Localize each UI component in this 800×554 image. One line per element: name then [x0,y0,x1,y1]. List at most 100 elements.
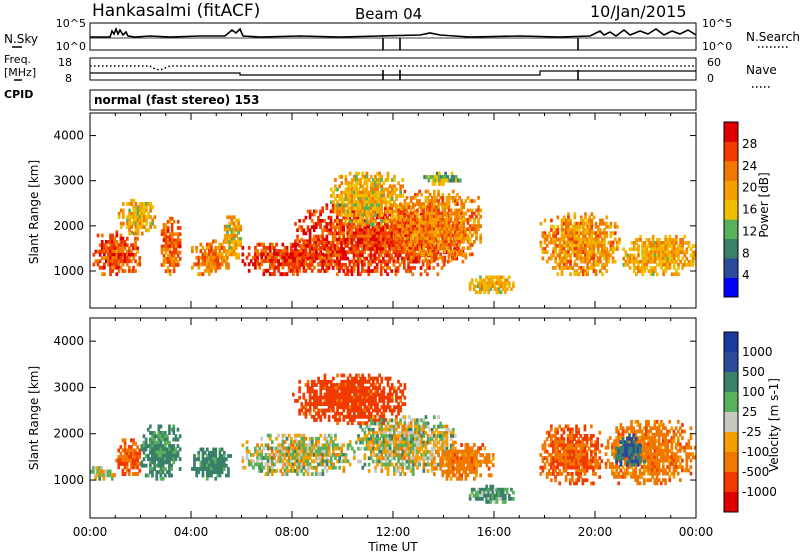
echo-cell [386,174,390,179]
echo-cell [340,200,344,205]
colorbar-frame [723,121,739,298]
echo-cell [132,246,135,251]
echo-cell [178,241,182,246]
echo-cell [388,225,391,229]
echo-cell [449,252,453,257]
echo-cell [390,209,394,214]
echo-cell [365,174,369,179]
echo-cell [111,265,114,270]
echo-cell [218,242,222,247]
echo-cell [435,178,439,183]
echo-cell [132,458,135,463]
echo-cell [668,253,672,258]
echo-cell [336,389,339,394]
echo-cell [142,440,146,445]
echo-cell [405,218,409,222]
echo-cell [378,383,381,387]
echo-cell [444,178,447,183]
echo-cell [449,230,453,235]
echo-cell [162,244,166,249]
echo-cell [569,237,572,242]
echo-cell [176,450,180,455]
echo-cell [668,263,672,267]
echo-cell [327,399,331,403]
echo-cell [424,240,428,244]
echo-cell [350,209,354,214]
echo-cell [130,225,134,229]
echo-cell [172,453,176,458]
echo-cell [436,256,440,261]
echo-cell [344,262,347,267]
echo-cell [378,200,381,205]
echo-cell [664,238,668,242]
echo-region [92,230,142,277]
echo-cell [375,237,379,242]
echo-cell [365,386,369,391]
echo-cell [428,246,432,250]
echo-cell [218,454,222,458]
echo-cell [367,234,371,239]
echo-cell [447,252,451,257]
echo-cell [142,434,146,439]
echo-cell [323,392,327,397]
echo-cell [336,215,339,220]
echo-cell [100,246,104,251]
echo-cell [163,467,167,471]
echo-cell [481,281,484,286]
echo-cell [138,259,142,264]
echo-cell [462,246,466,250]
echo-cell [234,240,238,244]
echo-cell [565,243,568,248]
echo-cell [499,290,503,295]
echo-cell [348,181,352,185]
echo-cell [342,209,346,214]
echo-cell [336,411,339,416]
echo-cell [382,421,386,426]
echo-cell [342,250,345,255]
echo-cell [596,256,600,261]
echo-cell [306,379,310,384]
echo-cell [456,199,459,203]
echo-cell [565,259,568,264]
echo-cell [308,405,312,410]
echo-cell [308,215,312,220]
echo-cell [302,456,306,460]
echo-cell [298,443,301,448]
echo-cell [421,262,425,267]
echo-cell [266,456,270,460]
echo-cell [304,402,308,406]
echo-cell [664,247,668,252]
echo-cell [433,175,437,180]
echo-cell [371,256,375,261]
echo-cell [119,208,123,213]
echo-cell [252,459,255,464]
echo-cell [153,447,156,452]
power-colorbar-label: Power [dB] [757,172,771,237]
echo-cell [420,224,424,228]
echo-cell [543,237,547,242]
echo-cell [377,244,381,248]
echo-cell [304,262,308,267]
echo-cell [218,457,222,462]
echo-cell [208,249,211,254]
echo-cell [382,386,386,391]
echo-cell [407,266,410,270]
echo-cell [685,256,689,261]
echo-cell [264,472,268,476]
echo-cell [279,249,283,254]
echo-cell [562,231,566,236]
echo-cell [596,262,600,267]
echo-cell [174,453,178,458]
echo-cell [356,262,360,267]
echo-cell [354,247,358,251]
echo-cell [172,447,176,452]
echo-cell [584,272,587,277]
echo-cell [289,249,293,254]
echo-cell [132,451,135,456]
echo-cell [421,231,425,236]
echo-cell [605,256,609,261]
echo-cell [271,242,274,247]
echo-cell [223,240,227,244]
echo-cell [374,389,377,394]
echo-cell [308,262,312,267]
